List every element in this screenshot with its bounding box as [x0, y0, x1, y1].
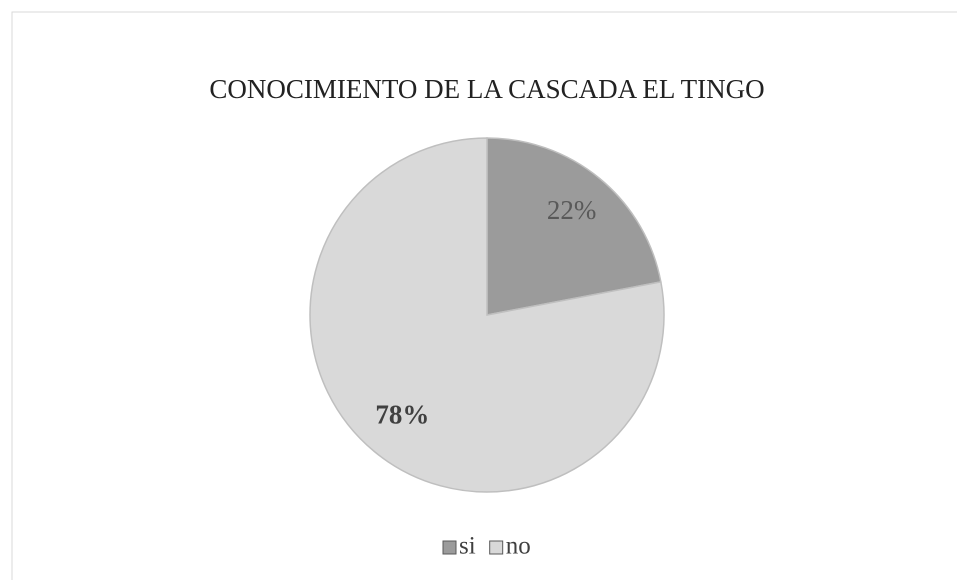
pie-slice [309, 137, 665, 493]
legend-swatch [489, 540, 504, 555]
legend-label: si [459, 533, 476, 560]
pie-slice [486, 137, 662, 316]
legend-label: no [506, 533, 531, 560]
chart-title: CONOCIMIENTO DE LA CASCADA EL TINGO [209, 74, 764, 104]
legend-swatch [442, 540, 457, 555]
data-label: 22% [547, 195, 597, 225]
data-label: 78% [375, 399, 429, 429]
